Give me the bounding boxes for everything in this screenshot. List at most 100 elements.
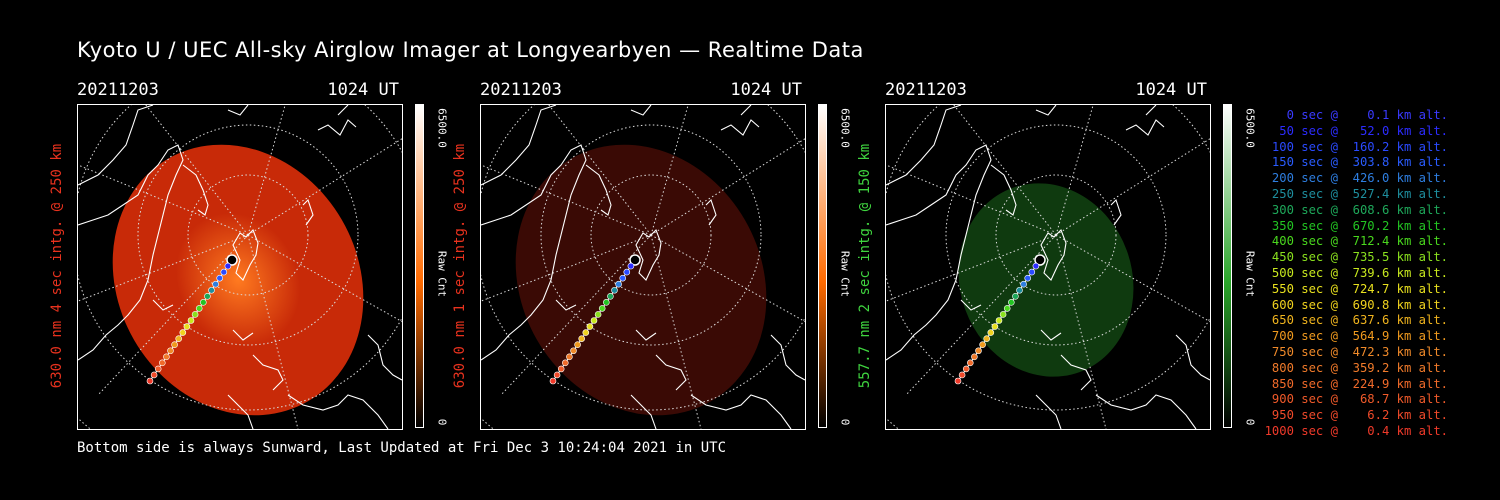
wavelength-label: 557.7 nm 2 sec intg. @ 150 km	[857, 143, 873, 389]
panel-date: 20211203	[885, 80, 967, 100]
wavelength-label: 630.0 nm 1 sec intg. @ 250 km	[452, 143, 468, 389]
panel-time: 1024 UT	[730, 80, 802, 100]
trajectory-point	[574, 341, 581, 348]
trajectory-point	[154, 365, 162, 373]
trajectory-point	[1020, 280, 1027, 288]
trajectory-point	[629, 254, 641, 266]
legend-entry: 950 sec @ 6.2 km alt.	[1264, 408, 1448, 423]
colorbar-min: 0	[838, 418, 852, 426]
trajectory-point	[1024, 274, 1031, 282]
trajectory-point	[1032, 262, 1040, 270]
trajectory-point	[627, 262, 635, 270]
trajectory-point	[191, 311, 199, 318]
trajectory-point	[987, 329, 995, 336]
trajectory-point	[163, 353, 170, 361]
trajectory-point	[146, 377, 154, 385]
legend-entry: 300 sec @ 608.6 km alt.	[1264, 202, 1448, 217]
legend-entry: 850 sec @ 224.9 km alt.	[1264, 376, 1448, 391]
wavelength-label: 630.0 nm 4 sec intg. @ 250 km	[49, 143, 65, 389]
trajectory-point	[979, 341, 986, 348]
trajectory-point	[195, 305, 203, 312]
trajectory-point	[999, 311, 1007, 318]
trajectory-point	[226, 254, 238, 266]
colorbar	[415, 104, 424, 428]
legend-entry: 500 sec @ 739.6 km alt.	[1264, 265, 1448, 280]
trajectory-point	[224, 262, 232, 270]
colorbar-title: Raw Cnt	[1243, 250, 1257, 298]
trajectory-point	[1012, 293, 1019, 300]
trajectory-point	[623, 268, 631, 276]
trajectory-point	[954, 377, 962, 385]
trajectory-point	[557, 365, 565, 373]
trajectory-point	[150, 371, 158, 379]
trajectory-point	[590, 317, 598, 324]
trajectory-point	[971, 353, 978, 361]
legend-entry: 450 sec @ 735.5 km alt.	[1264, 250, 1448, 265]
graticule	[78, 105, 402, 429]
panel-date: 20211203	[480, 80, 562, 100]
trajectory-legend: 0 sec @ 0.1 km alt. 50 sec @ 52.0 km alt…	[1258, 108, 1448, 440]
coastline	[886, 105, 1210, 429]
trajectory-point	[962, 365, 970, 373]
legend-entry: 150 sec @ 303.8 km alt.	[1264, 155, 1448, 170]
trajectory-point	[570, 347, 577, 355]
legend-entry: 400 sec @ 712.4 km alt.	[1264, 234, 1448, 249]
trajectory	[954, 254, 1046, 385]
trajectory-point	[991, 323, 999, 330]
trajectory-point	[615, 280, 622, 288]
trajectory-point	[983, 335, 990, 342]
trajectory-point	[1028, 268, 1036, 276]
coastline	[481, 105, 805, 429]
allsky-image	[77, 104, 403, 430]
page-title: Kyoto U / UEC All-sky Airglow Imager at …	[77, 38, 864, 62]
legend-entry: 550 sec @ 724.7 km alt.	[1264, 281, 1448, 296]
legend-entry: 50 sec @ 52.0 km alt.	[1264, 123, 1448, 138]
trajectory	[146, 254, 238, 385]
sky-image-panel: 20211203 1024 UT 557.7 nm 2 sec intg. @ 15…	[857, 80, 1265, 430]
trajectory-point	[175, 335, 182, 342]
trajectory-point	[183, 323, 191, 330]
trajectory-point	[200, 299, 207, 306]
trajectory-point	[1034, 254, 1046, 266]
trajectory-point	[594, 311, 602, 318]
trajectory-point	[187, 317, 195, 324]
colorbar-max: 6500.0	[1243, 108, 1257, 148]
colorbar-min: 0	[435, 418, 449, 426]
sky-image-panel: 20211203 1024 UT 630.0 nm 4 sec intg. @ 25…	[49, 80, 457, 430]
trajectory-point	[159, 359, 166, 367]
trajectory-point	[578, 335, 585, 342]
trajectory-point	[603, 299, 610, 306]
legend-entry: 600 sec @ 690.8 km alt.	[1264, 297, 1448, 312]
legend-entry: 700 sec @ 564.9 km alt.	[1264, 329, 1448, 344]
legend-entry: 900 sec @ 68.7 km alt.	[1264, 392, 1448, 407]
colorbar-max: 6500.0	[435, 108, 449, 148]
colorbar	[818, 104, 827, 428]
update-footer: Bottom side is always Sunward, Last Upda…	[77, 440, 727, 456]
legend-entry: 650 sec @ 637.6 km alt.	[1264, 313, 1448, 328]
colorbar-max: 6500.0	[838, 108, 852, 148]
trajectory-point	[1016, 286, 1023, 294]
allsky-image	[480, 104, 806, 430]
trajectory-point	[582, 329, 590, 336]
trajectory-point	[204, 293, 211, 300]
trajectory-point	[553, 371, 561, 379]
graticule	[886, 105, 1210, 429]
legend-entry: 350 sec @ 670.2 km alt.	[1264, 218, 1448, 233]
trajectory-point	[171, 341, 178, 348]
trajectory-point	[212, 280, 219, 288]
graticule	[481, 105, 805, 429]
coastline	[78, 105, 402, 429]
legend-entry: 100 sec @ 160.2 km alt.	[1264, 139, 1448, 154]
panel-date: 20211203	[77, 80, 159, 100]
legend-entry: 750 sec @ 472.3 km alt.	[1264, 344, 1448, 359]
trajectory-point	[179, 329, 187, 336]
allsky-image	[885, 104, 1211, 430]
panel-time: 1024 UT	[327, 80, 399, 100]
legend-entry: 1000 sec @ 0.4 km alt.	[1264, 423, 1448, 438]
trajectory-point	[216, 274, 223, 282]
trajectory-point	[549, 377, 557, 385]
trajectory-point	[611, 286, 618, 294]
trajectory-point	[995, 317, 1003, 324]
colorbar	[1223, 104, 1232, 428]
trajectory-point	[566, 353, 573, 361]
